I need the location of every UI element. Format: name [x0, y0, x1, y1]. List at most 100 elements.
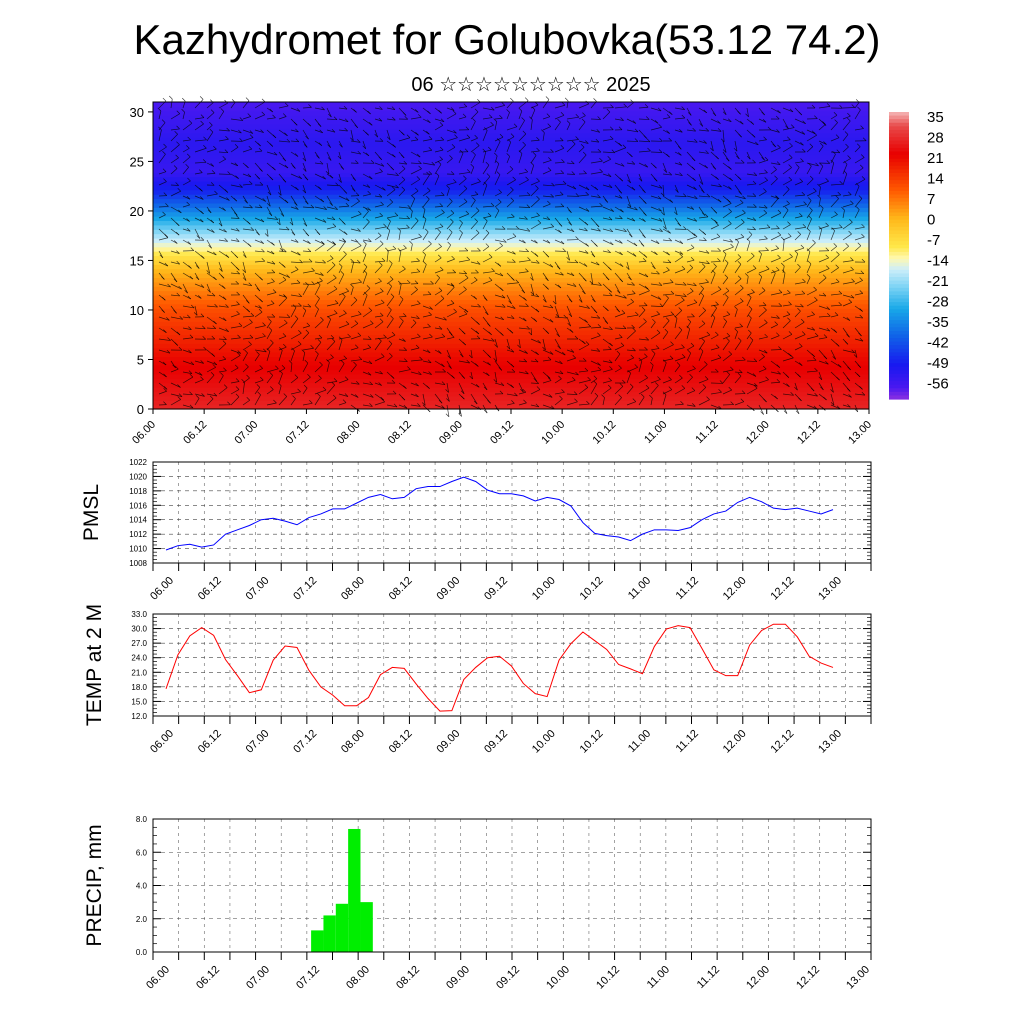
wind-vector	[302, 402, 313, 406]
wind-barb	[814, 392, 818, 397]
wind-barb	[261, 111, 266, 116]
wind-barb	[380, 288, 384, 292]
wind-vector	[158, 390, 167, 395]
wind-barb	[807, 228, 811, 232]
wind-vector	[530, 360, 539, 363]
wind-barb	[452, 110, 457, 115]
wind-vector	[374, 215, 383, 219]
wind-vector	[842, 158, 851, 164]
wind-barb	[703, 140, 707, 144]
x-tick-label: 06.00	[148, 728, 176, 756]
wind-barb	[327, 157, 332, 161]
x-tick-label: 12.00	[744, 964, 772, 992]
wind-vector	[242, 283, 252, 287]
wind-vector	[338, 363, 345, 373]
wind-barb	[811, 104, 816, 109]
wind-barb	[701, 263, 706, 267]
x-tick-label: 11.00	[626, 575, 653, 602]
wind-vector	[818, 327, 830, 332]
wind-barb	[508, 300, 512, 304]
wind-barb	[549, 304, 554, 309]
wind-barb	[388, 283, 392, 287]
wind-vector	[506, 294, 512, 304]
wind-vector	[386, 173, 399, 176]
wind-vector	[482, 124, 494, 131]
wind-vector	[722, 297, 729, 307]
wind-barb	[752, 265, 757, 269]
wind-vector	[686, 195, 698, 200]
wind-barb	[427, 359, 432, 363]
wind-vector	[530, 404, 539, 408]
x-tick-label: 10.00	[539, 419, 567, 447]
wind-vector	[722, 140, 727, 153]
wind-barb	[716, 233, 721, 238]
wind-barb	[200, 196, 204, 200]
wind-barb	[236, 291, 240, 296]
wind-barb	[728, 118, 732, 122]
wind-vector	[602, 158, 611, 164]
wind-barb	[464, 247, 469, 252]
wind-barb	[498, 367, 503, 371]
wind-vector	[158, 360, 167, 366]
wind-vector	[578, 387, 589, 395]
wind-vector	[194, 327, 206, 330]
wind-vector	[794, 204, 807, 208]
wind-barb	[760, 411, 764, 415]
wind-vector	[602, 250, 611, 254]
wind-barb	[392, 390, 397, 395]
wind-vector	[554, 391, 565, 395]
wind-vector	[254, 206, 263, 209]
wind-barb	[609, 241, 614, 246]
wind-barb	[163, 178, 167, 182]
wind-vector	[206, 305, 218, 308]
wind-vector	[614, 397, 622, 406]
wind-barb	[739, 323, 743, 327]
wind-vector	[446, 258, 455, 263]
wind-vector	[590, 195, 601, 198]
wind-barb	[774, 395, 778, 400]
wind-barb	[788, 331, 793, 335]
wind-barb	[511, 400, 515, 404]
wind-vector	[494, 245, 503, 252]
y-tick-label: 25	[130, 154, 144, 169]
wind-vector	[230, 272, 240, 275]
wind-vector	[746, 308, 753, 318]
wind-barb	[693, 299, 698, 303]
wind-vector	[314, 337, 323, 340]
wind-vector	[806, 327, 815, 331]
wind-vector	[518, 179, 529, 186]
wind-vector	[614, 195, 623, 199]
wind-vector	[806, 370, 818, 373]
wind-barb	[644, 273, 649, 278]
wind-barb	[799, 178, 803, 182]
wind-barb	[243, 254, 247, 258]
wind-vector	[530, 119, 533, 131]
wind-barb	[817, 183, 821, 188]
wind-barb	[499, 390, 504, 395]
wind-vector	[182, 404, 194, 409]
wind-barb	[641, 306, 646, 311]
wind-vector	[566, 379, 576, 384]
wind-barb	[248, 180, 253, 185]
wind-barb	[730, 366, 734, 371]
wind-vector	[434, 125, 444, 131]
wind-vector	[266, 330, 273, 340]
wind-vector	[314, 284, 321, 296]
colorbar-segment	[889, 348, 909, 353]
wind-barb	[162, 97, 167, 102]
wind-barb	[634, 364, 638, 368]
wind-vector	[338, 290, 349, 296]
wind-barb	[318, 375, 322, 379]
wind-vector	[314, 308, 319, 318]
wind-vector	[266, 117, 276, 120]
wind-barb	[165, 203, 169, 207]
wind-barb	[809, 175, 814, 180]
wind-barb	[545, 330, 550, 334]
wind-barb	[535, 403, 540, 408]
wind-barb	[734, 306, 738, 310]
wind-vector	[206, 327, 216, 330]
wind-vector	[506, 316, 515, 319]
wind-vector	[374, 371, 383, 375]
wind-barb	[826, 103, 831, 107]
wind-vector	[194, 393, 205, 397]
